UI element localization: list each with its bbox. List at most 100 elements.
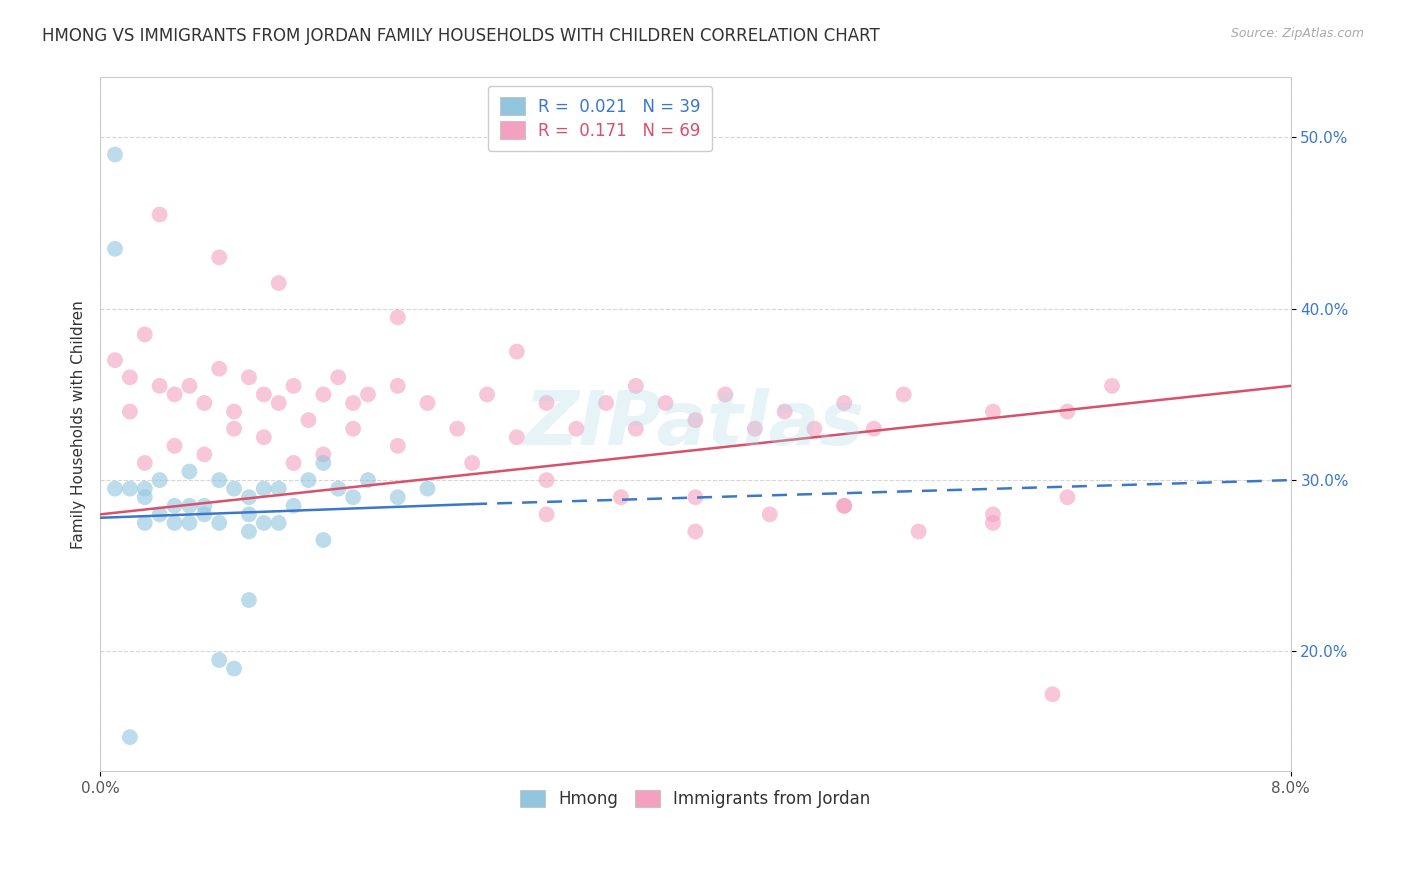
Point <box>758 508 780 522</box>
Point <box>1101 379 1123 393</box>
Point <box>283 499 305 513</box>
Point <box>981 516 1004 530</box>
Point <box>222 482 245 496</box>
Point <box>104 353 127 368</box>
Point <box>685 524 707 539</box>
Point <box>863 422 886 436</box>
Point <box>387 310 409 325</box>
Point <box>446 422 468 436</box>
Point <box>118 730 141 744</box>
Point <box>163 439 186 453</box>
Point <box>208 516 231 530</box>
Point <box>193 447 215 461</box>
Point <box>149 379 172 393</box>
Point <box>118 370 141 384</box>
Point <box>832 396 855 410</box>
Point <box>253 387 276 401</box>
Point <box>193 396 215 410</box>
Point <box>714 387 737 401</box>
Point <box>149 207 172 221</box>
Point <box>208 361 231 376</box>
Point <box>357 387 380 401</box>
Point <box>773 404 796 418</box>
Point <box>506 430 529 444</box>
Point <box>222 404 245 418</box>
Legend: Hmong, Immigrants from Jordan: Hmong, Immigrants from Jordan <box>513 783 877 815</box>
Point <box>163 516 186 530</box>
Point <box>134 482 156 496</box>
Text: ZIPatlas: ZIPatlas <box>526 388 865 461</box>
Point <box>416 482 439 496</box>
Point <box>179 379 201 393</box>
Point <box>104 147 127 161</box>
Point <box>832 499 855 513</box>
Point <box>267 482 290 496</box>
Point <box>238 593 260 607</box>
Point <box>744 422 766 436</box>
Point <box>387 439 409 453</box>
Point <box>610 490 633 504</box>
Point <box>328 482 350 496</box>
Point <box>312 456 335 470</box>
Point <box>238 370 260 384</box>
Point <box>342 396 364 410</box>
Point <box>416 396 439 410</box>
Y-axis label: Family Households with Children: Family Households with Children <box>72 300 86 549</box>
Point <box>981 508 1004 522</box>
Point <box>357 473 380 487</box>
Point <box>312 387 335 401</box>
Point <box>565 422 588 436</box>
Point <box>387 379 409 393</box>
Point <box>1056 404 1078 418</box>
Point <box>654 396 676 410</box>
Point <box>118 482 141 496</box>
Point <box>193 499 215 513</box>
Point <box>253 430 276 444</box>
Point <box>475 387 498 401</box>
Point <box>297 413 319 427</box>
Point <box>803 422 825 436</box>
Point <box>312 533 335 547</box>
Point <box>193 508 215 522</box>
Point <box>907 524 929 539</box>
Point <box>253 482 276 496</box>
Point <box>595 396 617 410</box>
Point <box>163 387 186 401</box>
Point <box>134 490 156 504</box>
Point <box>179 499 201 513</box>
Point <box>312 447 335 461</box>
Point <box>536 508 558 522</box>
Point <box>267 276 290 290</box>
Point <box>1042 687 1064 701</box>
Point <box>387 490 409 504</box>
Point <box>149 508 172 522</box>
Point <box>208 653 231 667</box>
Point <box>208 251 231 265</box>
Point <box>222 662 245 676</box>
Point <box>253 516 276 530</box>
Point <box>685 490 707 504</box>
Point <box>238 490 260 504</box>
Point <box>283 379 305 393</box>
Point <box>342 490 364 504</box>
Point <box>536 473 558 487</box>
Point <box>297 473 319 487</box>
Point <box>238 524 260 539</box>
Point <box>328 370 350 384</box>
Point <box>208 473 231 487</box>
Point <box>149 473 172 487</box>
Point <box>134 516 156 530</box>
Point <box>624 422 647 436</box>
Point <box>163 499 186 513</box>
Point <box>893 387 915 401</box>
Point <box>267 516 290 530</box>
Point <box>179 516 201 530</box>
Point <box>283 456 305 470</box>
Point <box>222 422 245 436</box>
Point <box>134 456 156 470</box>
Point <box>104 482 127 496</box>
Point <box>832 499 855 513</box>
Point <box>134 327 156 342</box>
Point <box>536 396 558 410</box>
Point <box>267 396 290 410</box>
